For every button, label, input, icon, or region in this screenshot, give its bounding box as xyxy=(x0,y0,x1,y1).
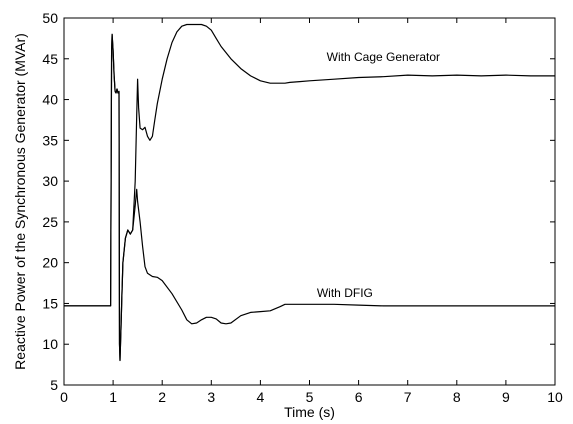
y-tick-label: 35 xyxy=(42,132,58,148)
y-tick-label: 40 xyxy=(42,92,58,108)
x-tick-label: 7 xyxy=(404,389,412,405)
x-tick-label: 9 xyxy=(502,389,510,405)
x-tick-label: 5 xyxy=(306,389,314,405)
x-tick-label: 0 xyxy=(60,389,68,405)
y-tick-label: 25 xyxy=(42,214,58,230)
y-tick-label: 50 xyxy=(42,10,58,26)
annotation-label: With DFIG xyxy=(317,286,373,300)
x-tick-label: 4 xyxy=(257,389,265,405)
x-tick-label: 6 xyxy=(355,389,363,405)
x-axis-ticks: 0 1 2 3 4 5 6 7 8 9 10 xyxy=(60,18,563,405)
y-axis-ticks: 5 10 15 20 25 30 35 40 45 50 xyxy=(42,10,555,393)
x-tick-label: 1 xyxy=(109,389,117,405)
y-tick-label: 45 xyxy=(42,51,58,67)
y-tick-label: 30 xyxy=(42,173,58,189)
annotations: With Cage Generator With DFIG xyxy=(317,50,440,300)
y-axis-title: Reactive Power of the Synchronous Genera… xyxy=(12,33,28,370)
y-tick-label: 10 xyxy=(42,336,58,352)
series-line-dfig xyxy=(64,33,555,362)
annotation-label: With Cage Generator xyxy=(327,50,440,64)
y-tick-label: 5 xyxy=(50,377,58,393)
x-axis-title: Time (s) xyxy=(284,404,335,420)
x-tick-label: 10 xyxy=(547,389,563,405)
x-tick-label: 2 xyxy=(158,389,166,405)
y-tick-label: 15 xyxy=(42,295,58,311)
x-tick-label: 8 xyxy=(453,389,461,405)
plot-lines xyxy=(64,23,555,362)
x-tick-label: 3 xyxy=(207,389,215,405)
y-tick-label: 20 xyxy=(42,255,58,271)
